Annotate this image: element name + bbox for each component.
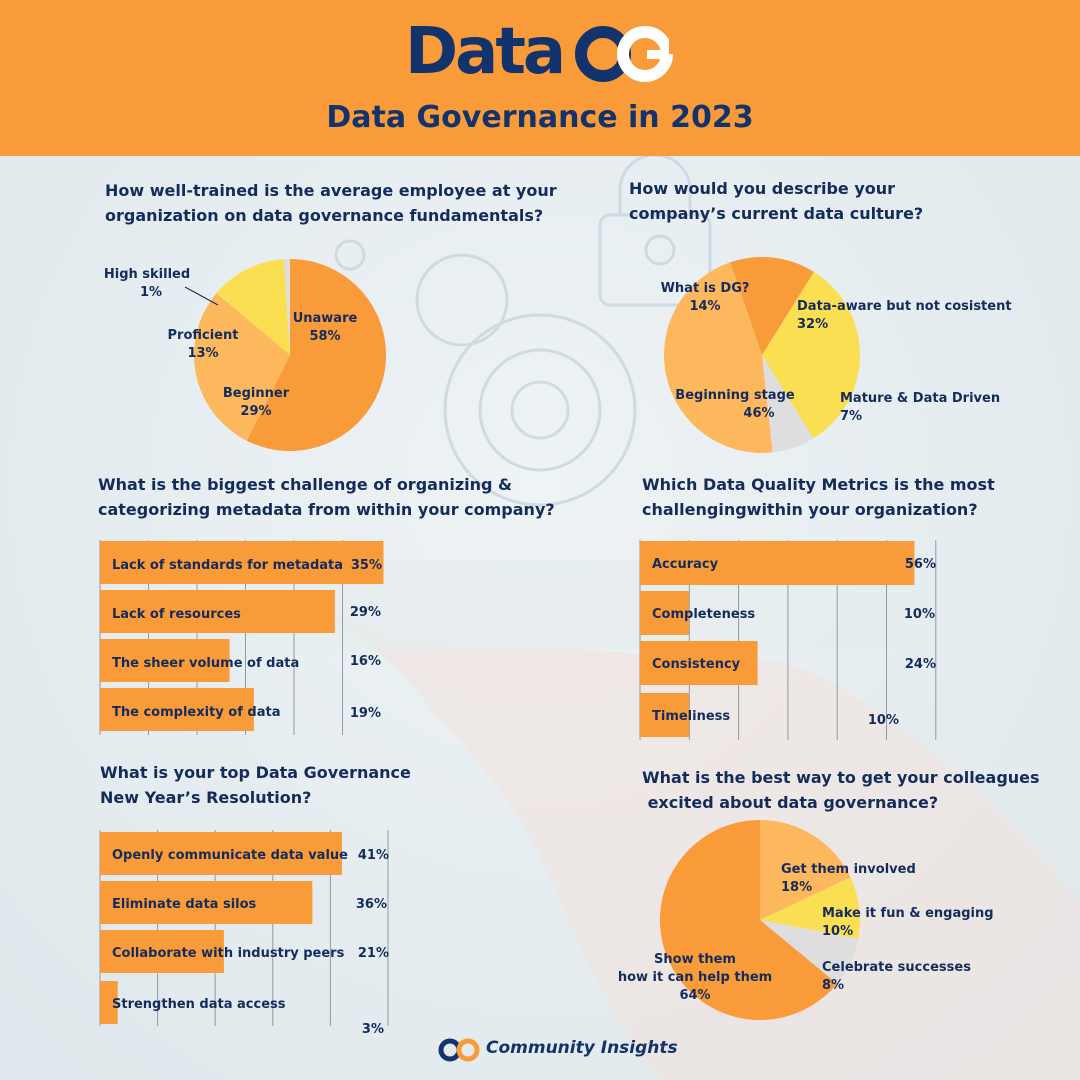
- bar-category-label: Collaborate with industry peers: [112, 946, 345, 961]
- question-line: company’s current data culture?: [629, 204, 924, 223]
- footer-title: Community Insights: [486, 1038, 678, 1058]
- page-title: Data Governance in 2023: [326, 100, 754, 135]
- bar-value-label: 19%: [350, 706, 381, 721]
- pie-slice-high-skilled: [284, 259, 290, 355]
- bar-collaborate-with-industry-peers: [100, 930, 224, 973]
- header-banner: Data Data Governance in 2023: [0, 0, 1080, 156]
- bar-value-label: 3%: [362, 1022, 384, 1037]
- logo-wordmark: Data: [405, 15, 566, 89]
- question-line: categorizing metadata from within your c…: [98, 500, 555, 519]
- question-line: organization on data governance fundamen…: [105, 206, 544, 225]
- bar-value-label: 24%: [905, 657, 936, 672]
- bar-value-label: 16%: [350, 654, 381, 669]
- bar-value-label: 35%: [351, 558, 382, 573]
- pie-label-get-involved: Get them involved 18%: [781, 862, 916, 895]
- pie-slice-proficient: [216, 259, 290, 355]
- question-line: New Year’s Resolution?: [100, 788, 312, 807]
- question-line: challengingwithin your organization?: [642, 500, 978, 519]
- pie-slice-show-them-how-it-can-help-them: [659, 820, 838, 1020]
- pie-label-what-is-dg: What is DG? 14%: [660, 281, 750, 314]
- question-line: How would you describe your: [629, 179, 896, 198]
- hand-silhouette: [300, 600, 1080, 1080]
- question-line: How well-trained is the average employee…: [105, 181, 557, 200]
- pie-label-beginning-stage: Beginning stage 46%: [675, 388, 795, 421]
- bar-category-label: Accuracy: [652, 557, 719, 572]
- bar-value-label: 29%: [350, 605, 381, 620]
- pie-label-show-them: Show them how it can help them 64%: [617, 952, 773, 1003]
- pie-label-high-skilled: High skilled 1%: [103, 267, 191, 300]
- pie-label-mature: Mature & Data Driven 7%: [840, 391, 1001, 424]
- bar-category-label: Openly communicate data value: [112, 848, 348, 863]
- pie-slice-beginning-stage: [664, 262, 773, 453]
- pie-label-unaware: Unaware 58%: [292, 311, 358, 344]
- pie-slice-data-aware-but-not-cosistent: [762, 271, 860, 439]
- bar-value-label: 56%: [905, 557, 936, 572]
- dataqg-logo: Data: [405, 15, 677, 89]
- question-excitement: What is the best way to get your colleag…: [642, 765, 1040, 815]
- question-metadata: What is the biggest challenge of organiz…: [98, 472, 555, 522]
- pie-slice-get-them-involved: [760, 820, 851, 920]
- bar-category-label: Completeness: [652, 607, 755, 622]
- question-quality-metrics: Which Data Quality Metrics is the most c…: [642, 472, 995, 522]
- pie-slice-what-is-dg: [730, 257, 814, 355]
- bar-category-label: The sheer volume of data: [112, 656, 299, 671]
- leader-line: [184, 286, 219, 306]
- pie-label-celebrate: Celebrate successes 8%: [822, 960, 971, 993]
- bar-lack-of-standards-for-metadata: [100, 541, 384, 584]
- pie-slice-celebrate-successes: [760, 920, 859, 984]
- bar-value-label: 10%: [868, 713, 899, 728]
- bar-timeliness: [640, 693, 689, 737]
- question-line: What is the best way to get your colleag…: [642, 768, 1040, 787]
- question-line: What is the biggest challenge of organiz…: [98, 475, 512, 494]
- bar-openly-communicate-data-value: [100, 832, 342, 875]
- pie-label-make-fun: Make it fun & engaging 10%: [822, 906, 994, 939]
- bar-the-complexity-of-data: [100, 688, 254, 731]
- bar-category-label: Strengthen data access: [112, 997, 286, 1012]
- bar-value-label: 36%: [356, 897, 387, 912]
- question-training: How well-trained is the average employee…: [105, 178, 557, 228]
- bar-value-label: 21%: [358, 946, 389, 961]
- pie-slice-make-it-fun-engaging: [760, 877, 860, 939]
- bar-lack-of-resources: [100, 590, 335, 633]
- bar-consistency: [640, 641, 758, 685]
- qg-footer-icon: [438, 1038, 480, 1062]
- bar-the-sheer-volume-of-data: [100, 639, 230, 682]
- pie-label-proficient: Proficient 13%: [167, 328, 239, 361]
- question-line: excited about data governance?: [642, 793, 939, 812]
- bar-category-label: Consistency: [652, 657, 741, 672]
- question-line: What is your top Data Governance: [100, 763, 411, 782]
- bar-category-label: The complexity of data: [112, 705, 280, 720]
- bar-value-label: 10%: [904, 607, 935, 622]
- pie-label-data-aware: Data-aware but not cosistent 32%: [797, 299, 1012, 332]
- bar-category-label: Eliminate data silos: [112, 897, 257, 912]
- question-line: Which Data Quality Metrics is the most: [642, 475, 995, 494]
- bar-category-label: Timeliness: [652, 709, 730, 724]
- bar-completeness: [640, 591, 689, 635]
- pie-slice-unaware: [246, 259, 386, 451]
- question-culture: How would you describe your company’s cu…: [629, 176, 923, 226]
- question-resolution: What is your top Data Governance New Yea…: [100, 760, 411, 810]
- bar-category-label: Lack of resources: [112, 607, 241, 622]
- bar-eliminate-data-silos: [100, 881, 313, 924]
- qg-logo-icon: [575, 26, 677, 82]
- bar-strengthen-data-access: [100, 981, 118, 1024]
- pie-label-beginner: Beginner 29%: [222, 386, 290, 419]
- pie-slice-mature-data-driven: [762, 355, 814, 453]
- pie-slice-beginner: [194, 293, 290, 441]
- bar-value-label: 41%: [358, 848, 389, 863]
- bar-accuracy: [640, 541, 915, 585]
- bar-category-label: Lack of standards for metadata: [112, 558, 343, 573]
